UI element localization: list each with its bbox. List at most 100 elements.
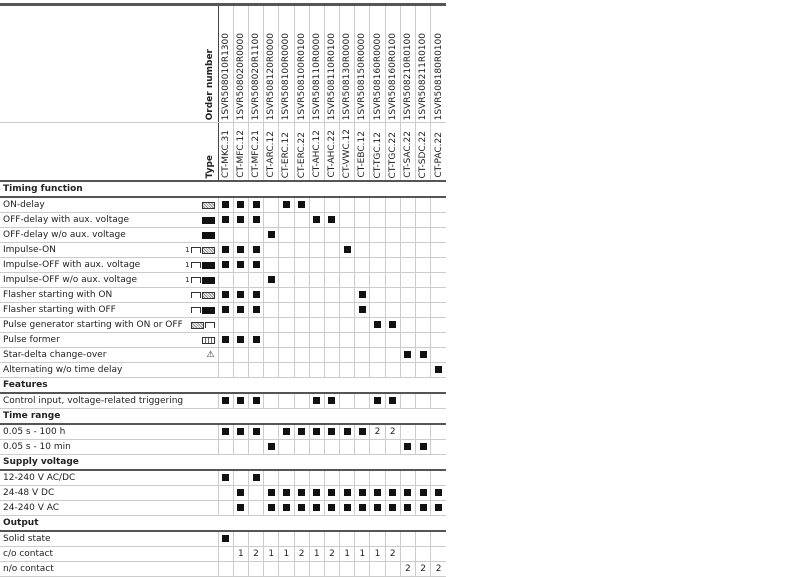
value-cell	[278, 561, 295, 577]
order-number-value: 1SVR508180R0100	[433, 32, 444, 120]
value-cell	[415, 546, 431, 562]
section-header: Timing function	[0, 180, 446, 198]
value-cell: 1	[369, 546, 386, 562]
available-marker	[267, 276, 275, 283]
available-marker	[252, 397, 260, 404]
value-cell	[278, 257, 295, 273]
value-cell	[247, 485, 264, 501]
available-marker	[282, 489, 290, 496]
order-number-value: 1SVR508150R0000	[357, 32, 368, 120]
available-marker	[298, 201, 306, 208]
available-marker	[222, 397, 230, 404]
value-cell	[308, 347, 325, 363]
row-label: c/o contact	[3, 549, 54, 559]
value-cell	[369, 287, 386, 303]
value-cell: 2	[247, 546, 264, 562]
value-cell	[339, 242, 355, 258]
value-cell	[384, 531, 401, 547]
value-cell	[369, 347, 386, 363]
value-cell	[354, 531, 370, 547]
order-number-cell: 1SVR508020R1100	[247, 3, 264, 123]
available-marker	[404, 351, 412, 358]
value-cell	[369, 332, 386, 348]
value-cell	[399, 347, 416, 363]
order-number-header-row: Order number 1SVR508010R1300 1SVR508020R00…	[0, 3, 446, 123]
value-cell	[308, 197, 325, 213]
row-label-cell: Pulse former	[0, 332, 219, 348]
value-cell	[399, 485, 416, 501]
value-cell	[415, 302, 431, 318]
value-cell	[308, 531, 325, 547]
value-cell	[323, 531, 340, 547]
value-cell	[323, 302, 340, 318]
type-value: CT-TGC.12	[372, 131, 383, 178]
row-label-cell: ON-delay	[0, 197, 219, 213]
value-cell	[308, 424, 325, 440]
type-cell: CT-SAC.22	[399, 122, 416, 182]
value-cell	[232, 485, 249, 501]
value-cell	[354, 439, 370, 455]
row-label-cell: Impulse-OFF with aux. voltage 1	[0, 257, 219, 273]
value-cell	[399, 257, 416, 273]
type-value: CT-SAC.22	[402, 131, 413, 178]
value-cell	[263, 531, 279, 547]
value-cell	[384, 212, 401, 228]
type-cell: CT-AHC.12	[308, 122, 325, 182]
value-cell	[232, 302, 249, 318]
value-cell: 1	[308, 546, 325, 562]
value-cell	[247, 242, 264, 258]
type-value: CT-SDC.22	[418, 130, 429, 178]
available-marker	[252, 474, 260, 481]
value-cell	[263, 257, 279, 273]
value-cell	[384, 485, 401, 501]
value-cell	[278, 287, 295, 303]
order-number-cell: 1SVR508160R0100	[384, 3, 401, 123]
value-cell	[369, 561, 386, 577]
table-row: OFF-delay with aux. voltage	[0, 212, 446, 228]
row-label-cell: 12-240 V AC/DC	[0, 470, 219, 486]
table-row: ON-delay	[0, 197, 446, 213]
row-label: n/o contact	[3, 564, 54, 574]
type-value: CT-ARC.12	[266, 131, 277, 178]
value-cell	[278, 212, 295, 228]
off-delay-icon	[201, 231, 215, 239]
table-row: 24-240 V AC	[0, 500, 446, 516]
available-marker	[313, 489, 321, 496]
value-cell	[293, 197, 310, 213]
row-label: Pulse former	[3, 335, 60, 345]
available-marker	[419, 443, 427, 450]
value-cell	[339, 500, 355, 516]
type-cell: CT-PAC.22	[430, 122, 446, 182]
value-cell	[293, 257, 310, 273]
value-cell	[293, 362, 310, 378]
row-label-cell: 24-240 V AC	[0, 500, 219, 516]
value-cell	[399, 227, 416, 243]
value-cell	[323, 227, 340, 243]
row-label: Impulse-OFF w/o aux. voltage	[3, 275, 138, 285]
value-cell	[369, 227, 386, 243]
value-cell	[293, 424, 310, 440]
value-cell	[415, 393, 431, 409]
available-marker	[328, 489, 336, 496]
impulse-on-icon: 1	[185, 246, 215, 254]
value-cell	[293, 227, 310, 243]
value-cell	[217, 287, 234, 303]
order-number-label-cell: Order number	[0, 3, 219, 123]
row-label: 24-48 V DC	[3, 488, 55, 498]
available-marker	[404, 489, 412, 496]
value-cell	[384, 561, 401, 577]
table-row: Impulse-OFF w/o aux. voltage 1	[0, 272, 446, 288]
available-marker	[389, 504, 397, 511]
value-cell	[293, 332, 310, 348]
type-cell: CT-TGC.12	[369, 122, 386, 182]
value-cell	[415, 424, 431, 440]
value-cell	[247, 500, 264, 516]
section-title: Features	[0, 377, 446, 394]
value-cell	[354, 287, 370, 303]
value-cell	[369, 257, 386, 273]
value-cell	[339, 561, 355, 577]
value-cell	[399, 332, 416, 348]
available-marker	[419, 489, 427, 496]
value-cell	[308, 287, 325, 303]
value-cell	[415, 272, 431, 288]
